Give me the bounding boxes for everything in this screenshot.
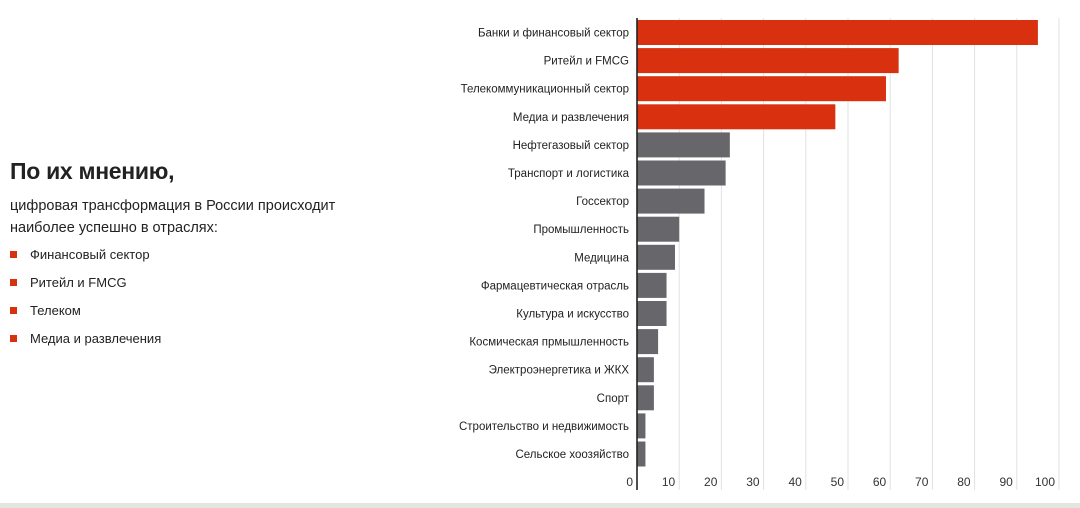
- x-tick-label: 80: [957, 475, 971, 489]
- bar: [637, 76, 886, 102]
- x-tick-label: 60: [873, 475, 887, 489]
- category-label: Космическая прмышленность: [469, 337, 629, 349]
- summary-item: Финансовый сектор: [10, 245, 350, 273]
- bar: [637, 216, 680, 242]
- summary-subtitle: цифровая трансформация в России происход…: [10, 198, 336, 236]
- category-label: Госсектор: [576, 196, 629, 208]
- bar: [637, 301, 667, 326]
- category-label: Ритейл и FMCG: [544, 56, 629, 68]
- x-tick-label: 50: [831, 475, 845, 489]
- bar: [637, 413, 646, 439]
- category-label: Телекоммуникационный сектор: [461, 84, 629, 96]
- bar: [637, 329, 659, 355]
- x-tick-label: 100: [1035, 475, 1055, 489]
- category-label: Банки и финансовый сектор: [478, 28, 629, 40]
- bottom-bar: [0, 503, 1080, 508]
- category-label: Медицина: [574, 252, 629, 264]
- bar: [637, 48, 899, 74]
- summary-item: Ритейл и FMCG: [10, 273, 350, 301]
- category-label: Медиа и развлечения: [513, 112, 629, 124]
- x-tick-label: 20: [704, 475, 718, 489]
- bar: [637, 441, 646, 467]
- summary-item: Медиа и развлечения: [10, 329, 350, 357]
- category-label: Строительство и недвижимость: [459, 421, 629, 433]
- x-tick-label: 0: [626, 475, 633, 489]
- bar: [637, 160, 726, 186]
- x-tick-label: 40: [788, 475, 802, 489]
- bar: [637, 132, 730, 158]
- category-label: Фармацевтическая отрасль: [481, 280, 629, 292]
- summary-title: По их мнению,: [10, 158, 175, 184]
- bar: [637, 385, 654, 411]
- category-label: Электроэнергетика и ЖКХ: [489, 365, 630, 377]
- bar: [637, 20, 1038, 45]
- category-label: Сельское хоозяйство: [515, 449, 629, 461]
- summary-list: Финансовый сектор Ритейл и FMCG Телеком …: [10, 245, 350, 357]
- bar: [637, 272, 667, 298]
- category-label: Культура и искусство: [516, 309, 629, 321]
- bar: [637, 104, 836, 130]
- x-tick-label: 30: [746, 475, 760, 489]
- x-tick-label: 70: [915, 475, 929, 489]
- category-label: Нефтегазовый сектор: [513, 140, 629, 152]
- x-tick-label: 10: [662, 475, 676, 489]
- bar: [637, 244, 675, 270]
- bar: [637, 357, 654, 383]
- summary-item: Телеком: [10, 301, 350, 329]
- category-label: Промышленность: [533, 224, 629, 236]
- bar: [637, 188, 705, 214]
- category-label: Спорт: [597, 393, 630, 405]
- x-tick-label: 90: [999, 475, 1013, 489]
- summary-panel: По их мнению, цифровая трансформация в Р…: [10, 158, 350, 357]
- category-label: Транспорт и логистика: [508, 168, 630, 180]
